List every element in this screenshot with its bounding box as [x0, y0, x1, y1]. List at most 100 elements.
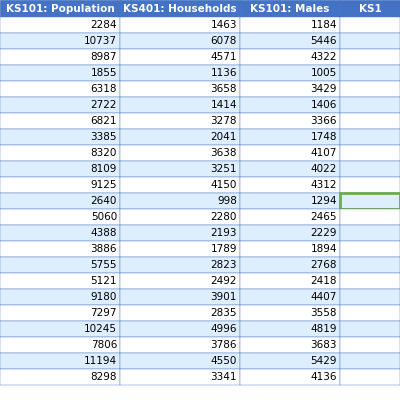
Text: 4107: 4107 — [311, 148, 337, 158]
Bar — [0, 177, 120, 193]
Bar — [340, 129, 400, 145]
Text: 2229: 2229 — [310, 228, 337, 238]
Text: 3658: 3658 — [210, 84, 237, 94]
Text: 3385: 3385 — [90, 132, 117, 142]
Bar — [240, 305, 340, 321]
Bar — [240, 321, 340, 337]
Bar — [120, 161, 240, 177]
Bar — [340, 321, 400, 337]
Bar — [0, 49, 120, 65]
Bar — [120, 289, 240, 305]
Text: 998: 998 — [217, 196, 237, 206]
Bar — [340, 177, 400, 193]
Text: 1136: 1136 — [210, 68, 237, 78]
Bar — [120, 257, 240, 273]
Text: 10737: 10737 — [84, 36, 117, 46]
Bar — [120, 337, 240, 353]
Bar — [120, 17, 240, 33]
Text: KS101: Males: KS101: Males — [250, 4, 330, 14]
Text: 3786: 3786 — [210, 340, 237, 350]
Bar — [340, 209, 400, 225]
Text: 3558: 3558 — [310, 308, 337, 318]
Bar — [340, 0, 400, 17]
Bar — [340, 145, 400, 161]
Bar — [340, 289, 400, 305]
Text: 4996: 4996 — [210, 324, 237, 334]
Text: 11194: 11194 — [84, 356, 117, 366]
Text: 1414: 1414 — [210, 100, 237, 110]
Text: 3683: 3683 — [310, 340, 337, 350]
Text: 4571: 4571 — [210, 52, 237, 62]
Text: 2492: 2492 — [210, 276, 237, 286]
Bar — [340, 369, 400, 385]
Bar — [120, 241, 240, 257]
Text: 4136: 4136 — [310, 372, 337, 382]
Bar — [240, 17, 340, 33]
Text: 1406: 1406 — [311, 100, 337, 110]
Bar — [340, 193, 400, 209]
Text: 3886: 3886 — [90, 244, 117, 254]
Bar — [340, 337, 400, 353]
Bar — [0, 0, 120, 17]
Bar — [0, 321, 120, 337]
Bar — [240, 273, 340, 289]
Text: 1184: 1184 — [310, 20, 337, 30]
Bar — [240, 97, 340, 113]
Bar — [340, 81, 400, 97]
Text: 9125: 9125 — [90, 180, 117, 190]
Text: 2465: 2465 — [310, 212, 337, 222]
Bar — [120, 305, 240, 321]
Bar — [240, 113, 340, 129]
Text: 1894: 1894 — [310, 244, 337, 254]
Bar — [120, 0, 240, 17]
Bar — [0, 257, 120, 273]
Bar — [340, 193, 400, 209]
Text: 2835: 2835 — [210, 308, 237, 318]
Bar — [120, 225, 240, 241]
Bar — [0, 65, 120, 81]
Text: 1855: 1855 — [90, 68, 117, 78]
Bar — [0, 225, 120, 241]
Text: 1748: 1748 — [310, 132, 337, 142]
Text: 1463: 1463 — [210, 20, 237, 30]
Bar — [240, 257, 340, 273]
Bar — [340, 33, 400, 49]
Bar — [120, 81, 240, 97]
Text: 10245: 10245 — [84, 324, 117, 334]
Text: 2418: 2418 — [310, 276, 337, 286]
Bar — [0, 193, 120, 209]
Bar — [120, 321, 240, 337]
Bar — [340, 273, 400, 289]
Bar — [340, 49, 400, 65]
Text: 9180: 9180 — [91, 292, 117, 302]
Bar — [120, 97, 240, 113]
Bar — [120, 369, 240, 385]
Bar — [340, 257, 400, 273]
Bar — [240, 209, 340, 225]
Bar — [240, 129, 340, 145]
Text: 4407: 4407 — [311, 292, 337, 302]
Bar — [240, 289, 340, 305]
Text: 5121: 5121 — [90, 276, 117, 286]
Bar — [0, 241, 120, 257]
Text: 2280: 2280 — [211, 212, 237, 222]
Bar — [340, 161, 400, 177]
Text: 5429: 5429 — [310, 356, 337, 366]
Bar — [120, 193, 240, 209]
Text: 3278: 3278 — [210, 116, 237, 126]
Bar — [0, 353, 120, 369]
Text: 2193: 2193 — [210, 228, 237, 238]
Bar — [0, 145, 120, 161]
Bar — [240, 193, 340, 209]
Bar — [240, 161, 340, 177]
Text: 3251: 3251 — [210, 164, 237, 174]
Bar — [240, 241, 340, 257]
Bar — [340, 65, 400, 81]
Bar — [0, 113, 120, 129]
Bar — [240, 369, 340, 385]
Bar — [340, 353, 400, 369]
Bar — [340, 305, 400, 321]
Text: 4312: 4312 — [310, 180, 337, 190]
Bar — [120, 273, 240, 289]
Text: 1005: 1005 — [311, 68, 337, 78]
